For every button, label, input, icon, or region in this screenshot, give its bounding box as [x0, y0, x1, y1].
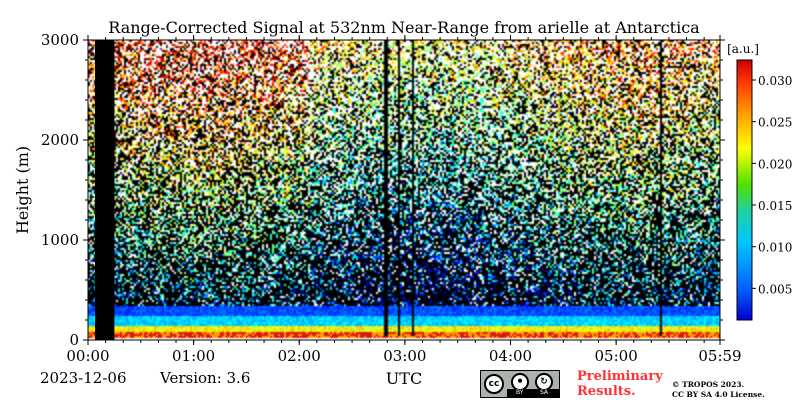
copyright-line1: © TROPOS 2023.: [672, 380, 745, 389]
y-axis-label: Height (m): [13, 146, 32, 234]
y-tick-label: 3000: [41, 31, 79, 49]
version-label: Version: 3.6: [160, 369, 251, 387]
colorbar-tick-label: 0.005: [758, 282, 792, 296]
x-tick-label: 01:00: [172, 347, 215, 365]
colorbar-tick-label: 0.025: [758, 116, 792, 130]
y-tick-label: 2000: [41, 131, 79, 149]
x-tick-label: 02:00: [278, 347, 321, 365]
colorbar-tick-label: 0.015: [758, 199, 792, 213]
cc-license-badge: cc ⚫ ↻ BY SA: [480, 370, 560, 398]
by-person-icon: ⚫: [511, 373, 529, 391]
sa-label: SA: [540, 389, 549, 396]
y-tick-label: 0: [69, 331, 79, 349]
y-tick-label: 1000: [41, 231, 79, 249]
x-tick-label: 03:00: [383, 347, 426, 365]
x-axis-label: UTC: [386, 369, 422, 388]
colorbar-unit: [a.u.]: [727, 42, 759, 56]
x-tick-label: 05:00: [595, 347, 638, 365]
colorbar-tick-label: 0.020: [758, 157, 792, 171]
copyright-line2: CC BY SA 4.0 License.: [672, 390, 765, 399]
x-tick-label: 04:00: [489, 347, 532, 365]
colorbar-gradient: [736, 59, 753, 321]
x-axis: 00:00 01:00 02:00 03:00 04:00 05:00 05:59: [66, 35, 742, 365]
license-band: [507, 389, 559, 397]
sa-share-icon: ↻: [535, 373, 553, 391]
preliminary-line1: Preliminary: [577, 369, 663, 384]
y-axis: 0 1000 2000 3000: [41, 31, 725, 349]
preliminary-notice: Preliminary Results.: [577, 369, 663, 399]
date-label: 2023-12-06: [40, 369, 127, 387]
plot-frame: [87, 39, 721, 341]
by-label: BY: [516, 389, 524, 396]
colorbar: [a.u.] 0.005 0.010 0.015 0.020 0.025 0.030: [727, 42, 792, 321]
copyright-notice: © TROPOS 2023. CC BY SA 4.0 License.: [672, 380, 765, 400]
x-tick-label: 00:00: [66, 347, 109, 365]
cc-icon: cc: [484, 374, 504, 394]
x-tick-label: 05:59: [698, 347, 741, 365]
no-data-band: [95, 40, 115, 340]
signal-heatmap: [88, 40, 720, 340]
colorbar-tick-label: 0.030: [758, 74, 792, 88]
chart-title: Range-Corrected Signal at 532nm Near-Ran…: [108, 18, 700, 37]
preliminary-line2: Results.: [577, 384, 636, 399]
colorbar-tick-label: 0.010: [758, 241, 792, 255]
